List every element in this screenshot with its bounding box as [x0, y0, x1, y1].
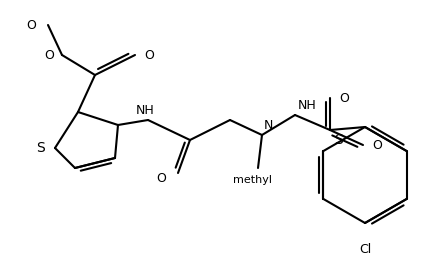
Text: O: O: [144, 48, 153, 61]
Text: O: O: [156, 171, 166, 184]
Text: O: O: [338, 91, 348, 104]
Text: N: N: [263, 118, 273, 131]
Text: S: S: [37, 141, 45, 155]
Text: O: O: [44, 48, 54, 61]
Text: S: S: [333, 133, 342, 147]
Text: O: O: [371, 139, 381, 152]
Text: NH: NH: [297, 99, 316, 112]
Text: O: O: [26, 19, 36, 32]
Text: methyl: methyl: [233, 175, 272, 185]
Text: NH: NH: [135, 104, 154, 117]
Text: Cl: Cl: [358, 244, 370, 257]
